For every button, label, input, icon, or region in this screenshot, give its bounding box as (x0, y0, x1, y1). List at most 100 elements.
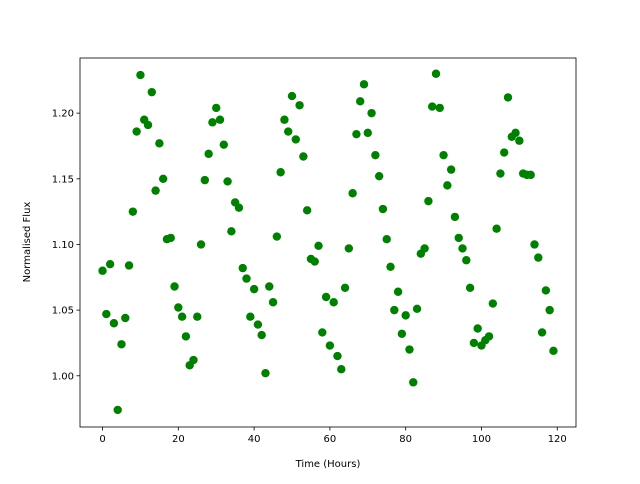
data-point (492, 224, 501, 233)
data-point (155, 139, 164, 148)
data-point (136, 70, 145, 80)
data-point (515, 136, 524, 145)
data-point (488, 299, 498, 308)
data-point (424, 196, 433, 206)
data-point (234, 203, 244, 212)
data-point (299, 152, 308, 161)
data-point (284, 127, 293, 136)
data-point (359, 80, 369, 89)
y-tick-label: 1.20 (52, 109, 74, 120)
data-point (526, 170, 535, 180)
data-point (200, 175, 210, 185)
data-point (102, 309, 111, 319)
data-point (465, 283, 475, 293)
data-point (158, 174, 168, 184)
data-point (428, 102, 437, 111)
data-point (340, 283, 350, 293)
data-point (473, 324, 482, 333)
data-point (166, 233, 175, 243)
data-point (219, 140, 228, 149)
data-point (371, 150, 380, 160)
data-point (503, 93, 513, 102)
data-point (386, 262, 395, 271)
data-point (511, 128, 520, 138)
data-point (257, 330, 266, 340)
data-point (261, 368, 270, 378)
data-point (450, 212, 460, 222)
x-axis-label: Time (Hours) (295, 459, 361, 470)
data-point (242, 274, 251, 283)
data-point (374, 171, 384, 181)
data-point (272, 232, 282, 241)
data-point (420, 244, 429, 253)
x-tick-label: 120 (548, 434, 567, 445)
y-tick-label: 1.15 (52, 174, 74, 185)
data-point (454, 233, 463, 243)
data-point (382, 235, 391, 244)
data-point (105, 259, 115, 269)
data-point (204, 149, 213, 159)
data-point (98, 266, 107, 275)
data-point (246, 312, 255, 321)
y-axis-label: Normalised Flux (22, 202, 33, 283)
data-point (265, 282, 274, 291)
data-point (128, 207, 138, 216)
data-point (302, 206, 312, 215)
data-point (124, 261, 134, 270)
data-point (249, 284, 259, 294)
data-point (549, 346, 558, 356)
data-point (469, 338, 479, 348)
data-point (333, 351, 342, 361)
x-tick-label: 80 (399, 434, 412, 445)
y-tick-label: 1.05 (52, 306, 74, 317)
data-point (208, 118, 217, 127)
data-point (113, 405, 122, 415)
data-point (276, 168, 285, 177)
data-point (325, 341, 335, 350)
data-point (117, 340, 126, 349)
data-point (446, 165, 456, 174)
data-point (484, 332, 494, 341)
data-point (541, 286, 551, 295)
data-point (537, 328, 547, 337)
data-point (405, 345, 414, 354)
data-point (435, 103, 444, 113)
data-point (193, 312, 202, 321)
data-point (496, 169, 505, 178)
x-tick-label: 60 (324, 434, 337, 445)
data-point (409, 378, 418, 387)
data-point (431, 69, 441, 78)
data-point (280, 115, 289, 124)
plot-frame (79, 57, 577, 428)
data-point (147, 87, 157, 97)
data-point (109, 319, 119, 328)
data-point (196, 240, 206, 249)
data-point (397, 329, 407, 338)
y-tick-label: 1.10 (52, 240, 74, 251)
data-point (439, 150, 448, 160)
data-point (337, 365, 346, 374)
data-point (287, 91, 297, 101)
data-point (393, 287, 403, 296)
data-point (401, 311, 410, 320)
data-point (177, 312, 187, 321)
data-point (295, 101, 304, 110)
data-point (253, 320, 263, 329)
data-point (443, 181, 452, 190)
data-point (174, 303, 183, 312)
data-point (329, 298, 338, 307)
x-tick-label: 20 (172, 434, 185, 445)
data-point (223, 177, 232, 186)
data-point (363, 128, 372, 138)
data-point (412, 304, 422, 314)
data-point (227, 227, 236, 236)
data-point (189, 355, 198, 365)
data-point (530, 240, 539, 249)
x-tick-label: 100 (472, 434, 491, 445)
data-point (132, 127, 141, 136)
data-point (321, 292, 331, 302)
data-point (310, 257, 319, 266)
data-point (170, 282, 179, 291)
data-point (367, 108, 376, 118)
